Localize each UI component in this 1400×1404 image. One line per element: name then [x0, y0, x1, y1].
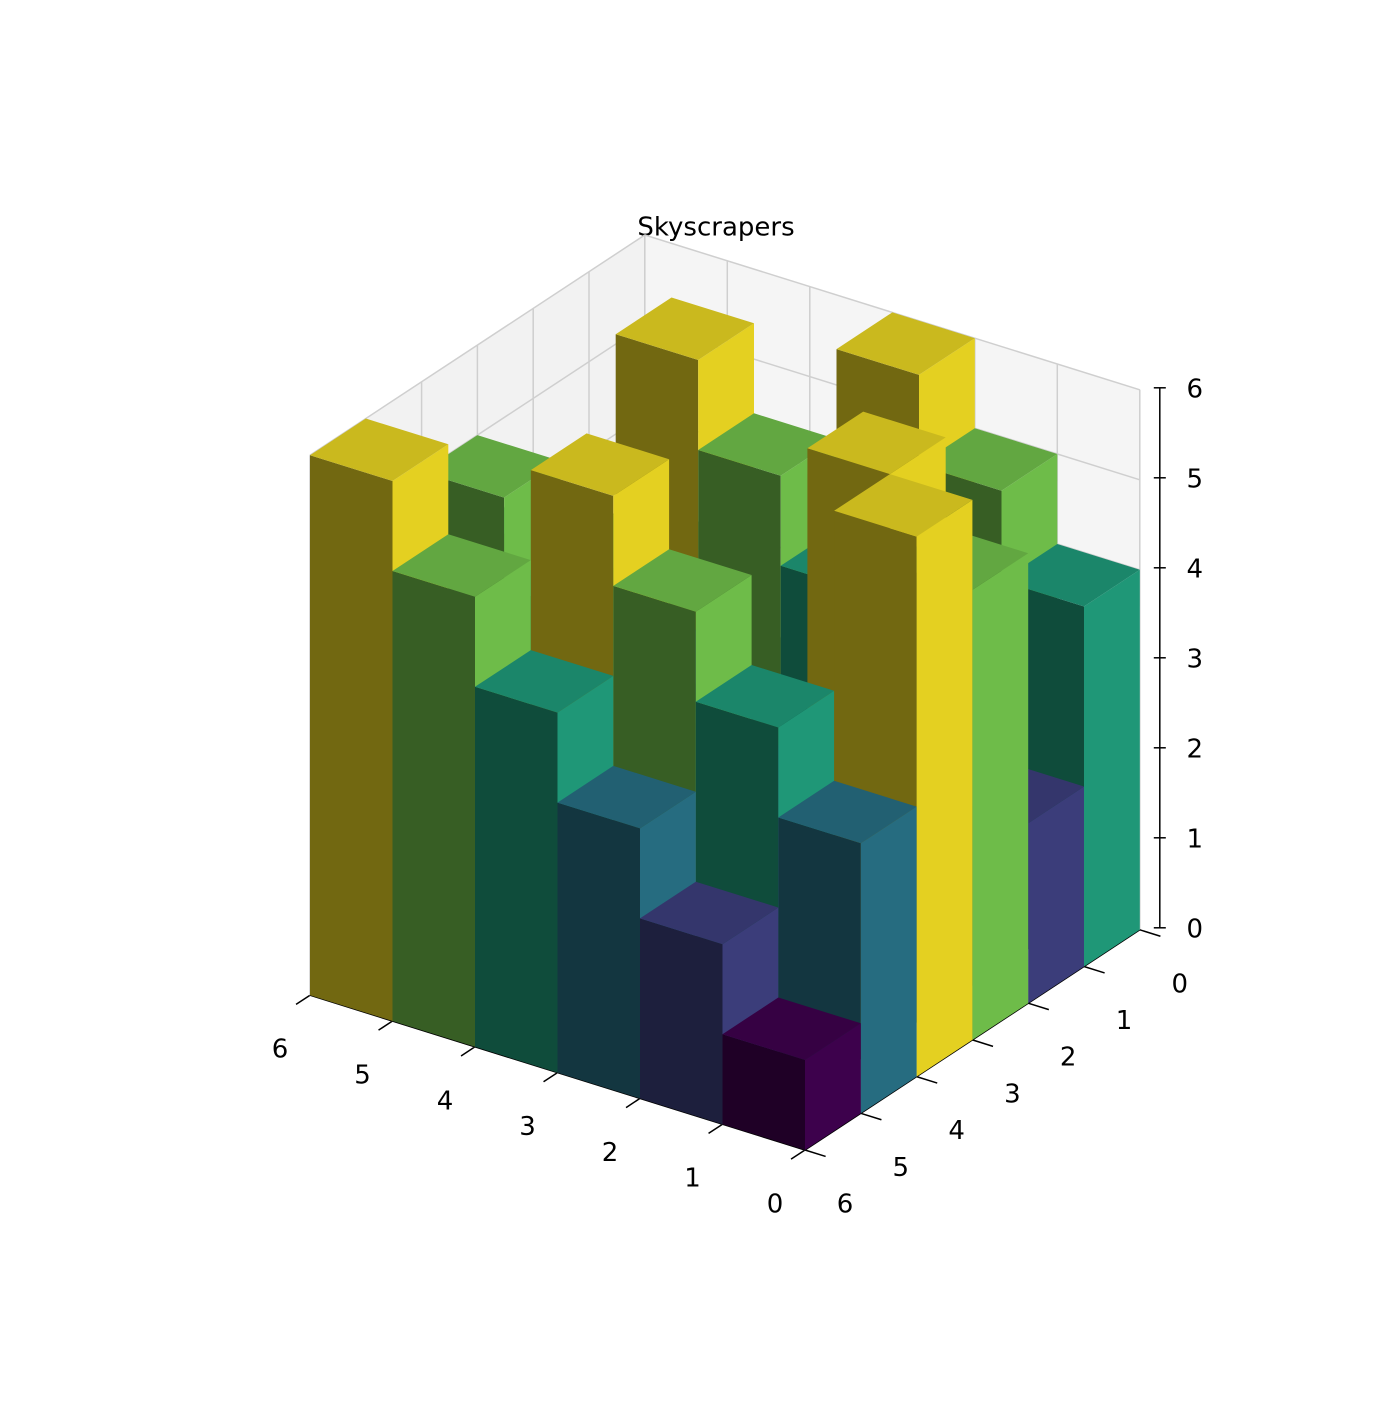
y-tick-label: 1 — [1116, 1006, 1133, 1036]
x-tick-label: 5 — [354, 1061, 371, 1091]
bar-face-left — [557, 802, 640, 1099]
y-tick — [1027, 1002, 1050, 1011]
x-tick — [790, 1149, 806, 1160]
y-tick-label: 3 — [1004, 1079, 1021, 1109]
bar-face-top — [392, 534, 531, 597]
x-tick-label: 0 — [767, 1190, 784, 1220]
bar-face-right — [1028, 786, 1084, 1004]
y-tick — [1083, 965, 1105, 974]
z-tick-label: 4 — [1187, 554, 1204, 584]
y-tick — [804, 1149, 826, 1158]
y-tick — [860, 1112, 882, 1121]
bar-face-top — [695, 665, 835, 728]
bar-face-top — [613, 549, 752, 612]
z-tick-label: 0 — [1187, 914, 1204, 944]
bar-face-top — [310, 418, 449, 481]
bar-face-left — [392, 571, 475, 1047]
bar-face-top — [640, 881, 779, 945]
bar-face-top — [807, 411, 946, 475]
x-tick — [625, 1097, 641, 1109]
z-tick-label: 3 — [1187, 644, 1204, 674]
bar-face-top — [834, 474, 973, 537]
bar-face-right — [805, 1023, 861, 1150]
x-tick-label: 2 — [602, 1138, 619, 1168]
bar-face-top — [836, 312, 975, 375]
bar-face-right — [916, 499, 973, 1077]
z-tick-label: 5 — [1187, 464, 1204, 494]
bar-face-top — [557, 765, 696, 829]
y-tick-label: 5 — [893, 1153, 910, 1183]
x-tick — [708, 1123, 723, 1135]
bar-face-left — [640, 918, 723, 1125]
x-tick — [295, 994, 311, 1006]
y-tick-label: 6 — [837, 1190, 854, 1220]
y-tick-label: 0 — [1172, 969, 1189, 999]
y-tick — [972, 1039, 994, 1048]
y-tick — [916, 1075, 938, 1084]
bar-face-right — [860, 806, 917, 1114]
bar-face-left — [722, 1034, 805, 1150]
bar-face-top — [722, 997, 861, 1060]
x-tick-label: 3 — [519, 1112, 536, 1142]
x-tick — [543, 1071, 558, 1083]
y-tick-label: 4 — [948, 1116, 965, 1146]
bar-face-top — [698, 413, 837, 476]
bar-face-top — [778, 780, 917, 844]
bar-face-top — [919, 428, 1058, 491]
x-tick — [460, 1046, 476, 1057]
bar-face-top — [530, 433, 670, 496]
y-tick — [1139, 929, 1161, 937]
z-tick-label: 6 — [1187, 374, 1204, 404]
z-tick-label: 1 — [1187, 824, 1204, 854]
bar-face-left — [475, 686, 558, 1073]
grid-line — [644, 234, 1141, 391]
bar — [722, 997, 861, 1150]
chart-title: Skyscrapers — [637, 213, 794, 243]
x-tick-label: 4 — [437, 1086, 454, 1116]
x-tick — [378, 1020, 393, 1031]
bar-face-left — [310, 455, 393, 1021]
x-tick-label: 6 — [272, 1035, 289, 1065]
bar-face-top — [1001, 544, 1140, 607]
bar-face-right — [972, 553, 1029, 1040]
bar-face-top — [615, 297, 754, 360]
bar-face-top — [475, 650, 614, 713]
x-tick-label: 1 — [684, 1164, 701, 1194]
bar-face-right — [1084, 569, 1140, 967]
z-tick-label: 2 — [1187, 734, 1204, 764]
bar-face-top — [421, 435, 560, 498]
y-tick-label: 2 — [1060, 1043, 1077, 1073]
